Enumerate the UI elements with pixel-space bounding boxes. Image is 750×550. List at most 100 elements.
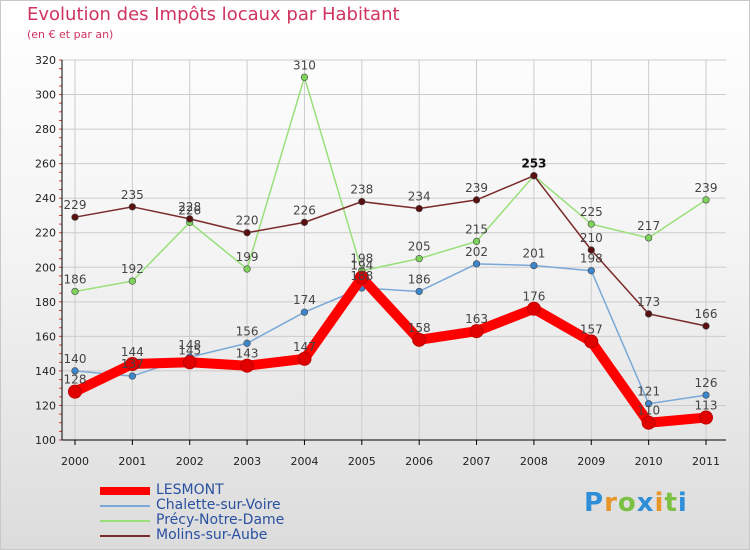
series-line-chalette-sur-voire bbox=[74, 263, 707, 405]
y-tick-label-320: 320 bbox=[35, 54, 56, 67]
data-point-molins-sur-aube-2003 bbox=[243, 229, 251, 237]
data-point-pr-cy-notre-dame-2010 bbox=[645, 234, 653, 242]
x-tick-label-2002: 2002 bbox=[176, 455, 204, 468]
data-point-chalette-sur-voire-2011 bbox=[702, 391, 710, 399]
data-point-pr-cy-notre-dame-2006 bbox=[415, 255, 423, 263]
data-point-molins-sur-aube-2008 bbox=[530, 172, 538, 180]
data-label-chalette-sur-voire-2007: 202 bbox=[465, 245, 488, 259]
data-point-molins-sur-aube-2011 bbox=[702, 322, 710, 330]
data-point-molins-sur-aube-2007 bbox=[472, 196, 481, 204]
legend-item-lesmont: LESMONT bbox=[100, 482, 400, 499]
data-label-pr-cy-notre-dame-2001: 192 bbox=[121, 262, 144, 276]
chart-title: Evolution des Impôts locaux par Habitant bbox=[27, 4, 400, 25]
data-label-pr-cy-notre-dame-2006: 205 bbox=[408, 240, 431, 254]
legend-label-molins-sur-aube: Molins-sur-Aube bbox=[156, 527, 268, 543]
legend-item-molins-sur-aube: Molins-sur-Aube bbox=[100, 527, 400, 544]
data-label-pr-cy-notre-dame-2011: 239 bbox=[695, 181, 718, 195]
data-point-chalette-sur-voire-2008 bbox=[530, 261, 538, 270]
data-label-molins-sur-aube-2005: 238 bbox=[350, 183, 373, 197]
data-point-chalette-sur-voire-2000 bbox=[71, 367, 79, 375]
data-label-pr-cy-notre-dame-2002: 226 bbox=[178, 203, 201, 217]
x-tick-label-2005: 2005 bbox=[348, 455, 376, 468]
data-label-lesmont-2003: 143 bbox=[236, 347, 259, 361]
logo-letter: P bbox=[584, 488, 605, 518]
data-label-chalette-sur-voire-2011: 126 bbox=[695, 376, 718, 390]
data-label-lesmont-2007: 163 bbox=[465, 312, 488, 326]
data-label-chalette-sur-voire-2009: 198 bbox=[580, 252, 603, 266]
data-point-pr-cy-notre-dame-2011 bbox=[702, 196, 710, 204]
data-label-pr-cy-notre-dame-2007: 215 bbox=[465, 222, 488, 236]
series-line-lesmont bbox=[70, 272, 711, 428]
data-point-pr-cy-notre-dame-2004 bbox=[300, 73, 309, 81]
data-label-pr-cy-notre-dame-2009: 225 bbox=[580, 205, 603, 219]
data-point-chalette-sur-voire-2003 bbox=[243, 339, 251, 347]
data-point-molins-sur-aube-2004 bbox=[300, 218, 309, 226]
data-label-chalette-sur-voire-2002: 148 bbox=[178, 338, 201, 352]
data-label-chalette-sur-voire-2000: 140 bbox=[64, 352, 87, 366]
data-label-chalette-sur-voire-2008: 201 bbox=[522, 247, 545, 261]
data-point-chalette-sur-voire-2004 bbox=[300, 308, 309, 316]
data-label-chalette-sur-voire-2001: 137 bbox=[121, 357, 144, 371]
data-label-lesmont-2010: 110 bbox=[637, 404, 660, 418]
y-tick-label-120: 120 bbox=[35, 399, 56, 412]
logo-letter: o bbox=[617, 488, 637, 518]
y-tick-label-200: 200 bbox=[35, 261, 56, 274]
legend-swatch-pr-cy-notre-dame bbox=[100, 520, 150, 522]
data-point-chalette-sur-voire-2007 bbox=[472, 260, 481, 268]
data-label-pr-cy-notre-dame-2003: 199 bbox=[236, 250, 259, 264]
data-label-lesmont-2008: 176 bbox=[522, 290, 545, 304]
x-tick-label-2010: 2010 bbox=[635, 455, 663, 468]
data-point-pr-cy-notre-dame-2007 bbox=[472, 237, 481, 245]
data-label-pr-cy-notre-dame-2004: 310 bbox=[293, 58, 316, 72]
data-label-pr-cy-notre-dame-2008: 253 bbox=[522, 157, 545, 171]
x-tick-label-2001: 2001 bbox=[118, 455, 146, 468]
legend-label-pr-cy-notre-dame: Précy-Notre-Dame bbox=[156, 512, 285, 528]
logo-letter: i bbox=[677, 488, 688, 518]
data-label-molins-sur-aube-2006: 234 bbox=[408, 190, 431, 204]
x-tick-label-2011: 2011 bbox=[692, 455, 720, 468]
y-tick-label-220: 220 bbox=[35, 227, 56, 240]
data-label-chalette-sur-voire-2004: 174 bbox=[293, 293, 316, 307]
data-label-lesmont-2001: 144 bbox=[121, 345, 144, 359]
data-point-lesmont-2005 bbox=[354, 270, 369, 285]
data-point-chalette-sur-voire-2001 bbox=[128, 372, 136, 380]
x-tick-label-2008: 2008 bbox=[520, 455, 548, 468]
data-label-pr-cy-notre-dame-2010: 217 bbox=[637, 219, 660, 233]
data-label-lesmont-2006: 158 bbox=[408, 321, 431, 335]
data-label-chalette-sur-voire-2003: 156 bbox=[236, 324, 259, 338]
data-point-chalette-sur-voire-2009 bbox=[587, 267, 595, 275]
logo-letter: i bbox=[654, 488, 665, 518]
y-tick-label-260: 260 bbox=[35, 158, 56, 171]
data-label-molins-sur-aube-2004: 226 bbox=[293, 203, 316, 217]
data-label-lesmont-2011: 113 bbox=[695, 399, 718, 413]
data-point-lesmont-2009 bbox=[584, 334, 599, 349]
data-point-lesmont-2004 bbox=[297, 351, 312, 366]
data-point-lesmont-2008 bbox=[526, 301, 541, 316]
legend-label-chalette-sur-voire: Chalette-sur-Voire bbox=[156, 497, 281, 513]
x-tick-label-2006: 2006 bbox=[405, 455, 433, 468]
series-line-pr-cy-notre-dame bbox=[74, 76, 707, 293]
data-point-lesmont-2007 bbox=[469, 324, 484, 339]
legend-item-chalette-sur-voire: Chalette-sur-Voire bbox=[100, 497, 400, 514]
x-tick-label-2004: 2004 bbox=[290, 455, 318, 468]
data-point-chalette-sur-voire-2006 bbox=[415, 287, 423, 296]
y-tick-label-180: 180 bbox=[35, 296, 56, 309]
proxiti-logo: Proxiti bbox=[584, 488, 688, 518]
data-label-molins-sur-aube-2007: 239 bbox=[465, 181, 488, 195]
data-label-molins-sur-aube-2003: 220 bbox=[236, 214, 259, 228]
legend-label-lesmont: LESMONT bbox=[156, 482, 224, 498]
data-point-molins-sur-aube-2009 bbox=[587, 246, 595, 254]
legend-swatch-molins-sur-aube bbox=[100, 535, 150, 537]
data-point-lesmont-2011 bbox=[699, 410, 713, 425]
data-point-lesmont-2010 bbox=[641, 415, 656, 430]
x-tick-label-2007: 2007 bbox=[463, 455, 491, 468]
data-point-pr-cy-notre-dame-2001 bbox=[128, 277, 136, 285]
data-point-pr-cy-notre-dame-2003 bbox=[243, 265, 251, 273]
y-tick-label-240: 240 bbox=[35, 192, 56, 205]
data-label-lesmont-2002: 145 bbox=[178, 343, 201, 357]
y-tick-label-280: 280 bbox=[35, 123, 56, 136]
data-label-molins-sur-aube-2011: 166 bbox=[695, 307, 718, 321]
data-label-chalette-sur-voire-2006: 186 bbox=[408, 272, 431, 286]
data-label-molins-sur-aube-2002: 228 bbox=[178, 200, 201, 214]
